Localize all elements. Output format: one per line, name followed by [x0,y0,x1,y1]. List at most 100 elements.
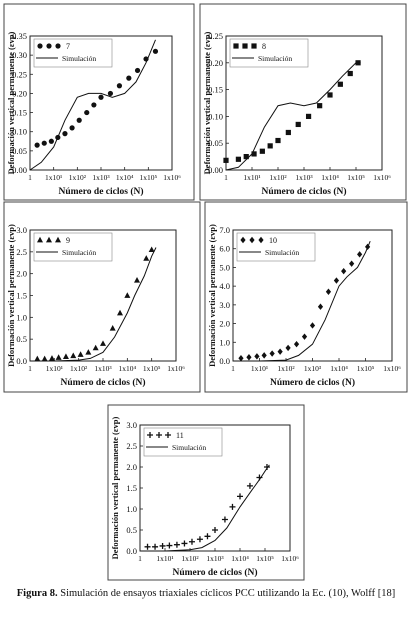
y-tick-label: 1.5 [16,291,27,301]
data-point [62,353,69,360]
data-point [143,255,150,261]
data-point [295,121,301,128]
data-point [269,350,275,357]
simulation-line [140,464,270,552]
y-tick-label: 2.5 [126,441,137,451]
legend-marker [249,236,255,244]
data-point [91,102,97,108]
x-tick-label: 1x10² [181,554,199,563]
x-tick-label: 1x10¹ [156,554,173,563]
x-axis-label: Número de ciclos (N) [261,186,346,197]
x-tick-label: 1x10³ [304,364,322,373]
data-point [70,352,77,359]
data-point [309,322,316,329]
x-tick-label: 1x10³ [92,173,110,182]
data-point [347,70,353,77]
data-point [305,113,312,119]
x-tick-label: 1x10² [70,364,88,373]
x-tick-label: 1x10¹ [45,173,62,182]
data-point [34,142,40,148]
data-point [275,137,281,144]
data-point [196,536,203,543]
y-tick-label: 0.0 [16,356,27,366]
y-axis-label: Deformación vertical permanente (εvp) [202,32,212,175]
data-point [317,303,324,310]
x-tick-label: 1x10¹ [46,364,63,373]
legend-marker [37,236,43,243]
data-point [256,474,263,481]
y-tick-label: 0.25 [208,31,223,41]
chart-panel-3: 0.0 0.5 1.0 1.5 2.0 2.5 3.0 1 1x10¹ 1x10² 1x10³ 1x1… [3,201,201,393]
y-tick-label: 2.0 [16,269,27,279]
y-tick-label: 0.00 [208,165,223,175]
y-tick-label: 6.0 [219,244,230,254]
data-point [116,83,123,89]
y-tick-label: 3.0 [16,225,27,235]
data-point [293,340,300,348]
x-tick-label: 1x10⁵ [140,173,158,182]
x-tick-label: 1x10⁶ [163,173,181,182]
data-point [173,541,180,548]
x-tick-label: 1 [138,554,142,563]
data-point [107,90,114,97]
data-point [355,60,361,66]
data-point [204,533,211,540]
y-tick-label: 0.25 [12,69,27,79]
y-tick-label: 1.0 [126,504,137,514]
x-tick-label: 1 [28,364,32,373]
data-point [159,542,166,549]
x-tick-label: 1x10⁴ [119,364,137,373]
data-point [143,56,149,62]
caption-label: Figura 8. [16,588,58,599]
data-point [333,277,340,284]
data-point [277,348,283,355]
y-tick-label: 0.05 [12,146,27,156]
data-point [148,246,155,253]
data-point [117,309,124,316]
legend-marker [242,43,248,49]
data-point [166,542,173,549]
data-point [238,354,244,362]
y-axis-label: Deformación vertical permanente (εvp) [110,417,120,560]
chart-panel-4: 0.0 1.0 2.0 3.0 4.0 5.0 6.0 7.0 1 1x10¹ 1x10² 1x10³… [204,201,408,393]
data-point [364,243,371,251]
y-axis-label: Deformación vertical permanente (εvp) [6,224,16,367]
data-point [55,354,62,360]
x-tick-label: 1x10⁴ [231,554,249,563]
data-point [98,94,104,100]
data-point [144,543,151,550]
data-point [109,325,116,331]
data-point [267,143,273,149]
legend-marker [46,43,52,49]
y-tick-label: 0.15 [12,108,27,118]
figure-caption: Figura 8. Simulación de ensayos triaxial… [8,586,404,601]
legend-marker [233,43,239,49]
data-point [69,125,75,131]
chart-panel-5: 0.0 0.5 1.0 1.5 2.0 2.5 3.0 1 1x10¹ 1x10² 1x10³ 1x1… [107,404,305,581]
legend-label-simulation: Simulación [172,443,206,452]
legend-box [143,427,223,457]
y-tick-label: 0.0 [219,356,230,366]
legend-label-simulation: Simulación [258,54,292,63]
y-tick-label: 0.10 [12,127,27,137]
x-tick-label: 1x10⁵ [143,364,161,373]
data-point [126,75,132,81]
simulation-line [29,39,156,171]
data-point [325,288,332,295]
y-tick-label: 5.0 [219,262,230,272]
data-point [41,140,47,146]
legend-marker [156,432,162,438]
data-point [221,516,228,523]
y-tick-label: 4.0 [219,281,230,291]
data-point [357,251,363,258]
chart-panel-1: 0.00 0.05 0.10 0.15 0.20 0.25 0.30 0.35 1 1x10¹ 1x… [3,3,195,201]
x-tick-label: 1x10¹ [251,364,268,373]
y-tick-label: 3.0 [219,300,230,310]
data-point [327,92,333,98]
legend-marker [251,43,257,49]
y-tick-label: 0.10 [208,111,223,121]
data-point [212,527,218,533]
y-axis-label: Deformación vertical permanente (εvp) [6,32,16,175]
data-point [48,355,55,361]
